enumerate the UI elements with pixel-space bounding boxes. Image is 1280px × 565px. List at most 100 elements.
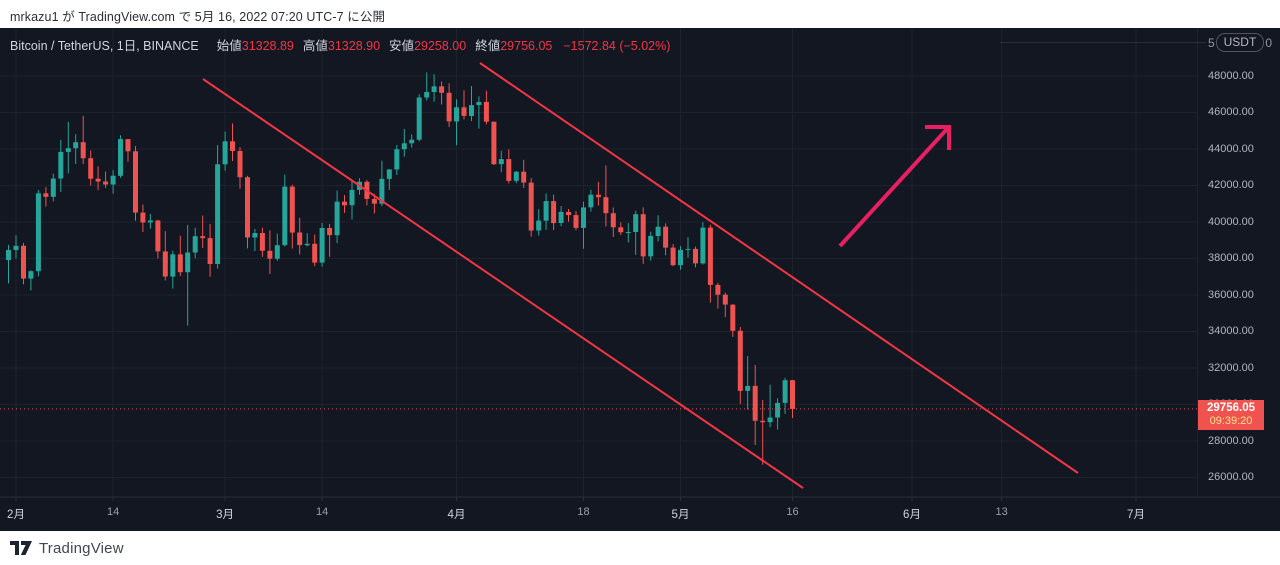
candle: [543, 193, 549, 230]
close-value: 29756.05: [500, 39, 553, 53]
candle: [371, 193, 377, 214]
time-tick-label: 3月: [216, 509, 235, 521]
time-tick-label: 14: [315, 506, 329, 518]
candle: [207, 224, 213, 277]
candle: [21, 242, 26, 285]
candle: [521, 159, 527, 188]
candle: [416, 94, 422, 142]
time-axis[interactable]: 2月 14 3月 14 4月 18 5月 16 6月 13 7月: [0, 497, 1280, 531]
candle: [431, 74, 437, 102]
candle: [327, 224, 333, 257]
time-tick-label: 18: [577, 506, 590, 518]
candle: [730, 304, 736, 337]
widget-right-digit: 0: [1265, 35, 1272, 50]
candle: [297, 217, 303, 255]
candle: [342, 195, 347, 213]
time-tick-label: 5月: [671, 509, 690, 521]
chart-region[interactable]: Bitcoin / TetherUS, 1日, BINANCE 始値31328.…: [0, 28, 1280, 531]
candle: [43, 187, 49, 207]
candle: [498, 150, 504, 173]
candle: [767, 384, 773, 428]
tradingview-brand-text[interactable]: TradingView: [39, 539, 124, 557]
candle: [678, 246, 683, 270]
candle: [95, 166, 101, 191]
candle: [640, 207, 646, 264]
candlestick-plot[interactable]: [0, 28, 1280, 531]
candle: [551, 194, 557, 231]
price-tick-label: 48000.00: [1208, 69, 1254, 82]
high-label: 高値: [302, 39, 328, 53]
attribution-bar: mrkazu1 が TradingView.com で 5月 16, 2022 …: [0, 0, 1280, 28]
close-label: 終値: [475, 39, 501, 53]
candle: [237, 147, 243, 189]
tradingview-logo-icon[interactable]: [10, 540, 32, 556]
candle: [177, 235, 183, 277]
candle: [88, 150, 94, 186]
high-value: 31328.90: [327, 39, 381, 53]
low-label: 安値: [389, 39, 415, 53]
candle: [103, 171, 109, 188]
candle: [454, 99, 459, 146]
currency-toggle[interactable]: USDT: [1215, 33, 1265, 52]
candle: [162, 231, 168, 281]
time-tick-label: 16: [786, 506, 799, 518]
widget-left-digit: 5: [1207, 35, 1215, 50]
candle: [439, 81, 445, 105]
candle: [349, 179, 355, 220]
footer-bar: TradingView: [0, 531, 1280, 565]
candle: [595, 181, 601, 206]
price-tick-label: 44000.00: [1208, 142, 1254, 155]
candle: [386, 169, 392, 190]
price-tick-label: 38000.00: [1208, 252, 1254, 264]
candle: [185, 224, 191, 326]
candle: [282, 174, 288, 247]
candle: [170, 250, 176, 289]
candle: [401, 129, 407, 157]
candle: [752, 365, 758, 445]
candle: [603, 165, 609, 227]
candle: [469, 86, 474, 122]
change-value: −1572.84 (−5.02%): [563, 39, 671, 53]
time-tick-label: 13: [995, 506, 1008, 518]
candle: [13, 235, 19, 259]
candle: [782, 377, 788, 414]
candle: [693, 246, 698, 268]
candle: [625, 223, 631, 243]
time-tick-label: 7月: [1127, 509, 1145, 521]
candle: [528, 177, 534, 237]
candle: [737, 327, 743, 404]
candle: [50, 173, 56, 202]
trend-line[interactable]: [202, 78, 804, 489]
candle: [192, 227, 198, 259]
candle: [312, 234, 318, 267]
symbol-legend: Bitcoin / TetherUS, 1日, BINANCE 始値31328.…: [10, 35, 670, 54]
bar-countdown: 09:39:20: [1209, 415, 1253, 428]
candle: [566, 209, 571, 222]
open-label: 始値: [216, 39, 242, 53]
candle: [252, 229, 258, 252]
candle: [65, 121, 71, 174]
candle: [73, 134, 79, 164]
price-tick-label: 34000.00: [1208, 325, 1254, 337]
candle: [259, 227, 265, 257]
candle: [110, 170, 116, 194]
trend-line[interactable]: [479, 62, 1079, 474]
candle: [581, 201, 586, 249]
price-tick-label: 46000.00: [1208, 106, 1254, 118]
attribution-text: mrkazu1 が TradingView.com で 5月 16, 2022 …: [10, 10, 386, 24]
candle: [700, 222, 706, 265]
candle: [760, 400, 766, 465]
candle: [267, 230, 273, 274]
arrow-drawing[interactable]: [838, 125, 951, 248]
price-tick-label: 32000.00: [1208, 361, 1254, 374]
time-tick-label: 6月: [903, 509, 921, 521]
candle: [230, 123, 235, 162]
candle: [663, 223, 669, 256]
candle: [304, 233, 310, 247]
candle: [200, 215, 206, 248]
time-tick-label: 14: [106, 506, 120, 518]
candle: [133, 146, 138, 221]
time-tick-label: 2月: [7, 509, 25, 521]
candle: [424, 72, 430, 101]
candle: [394, 145, 400, 175]
